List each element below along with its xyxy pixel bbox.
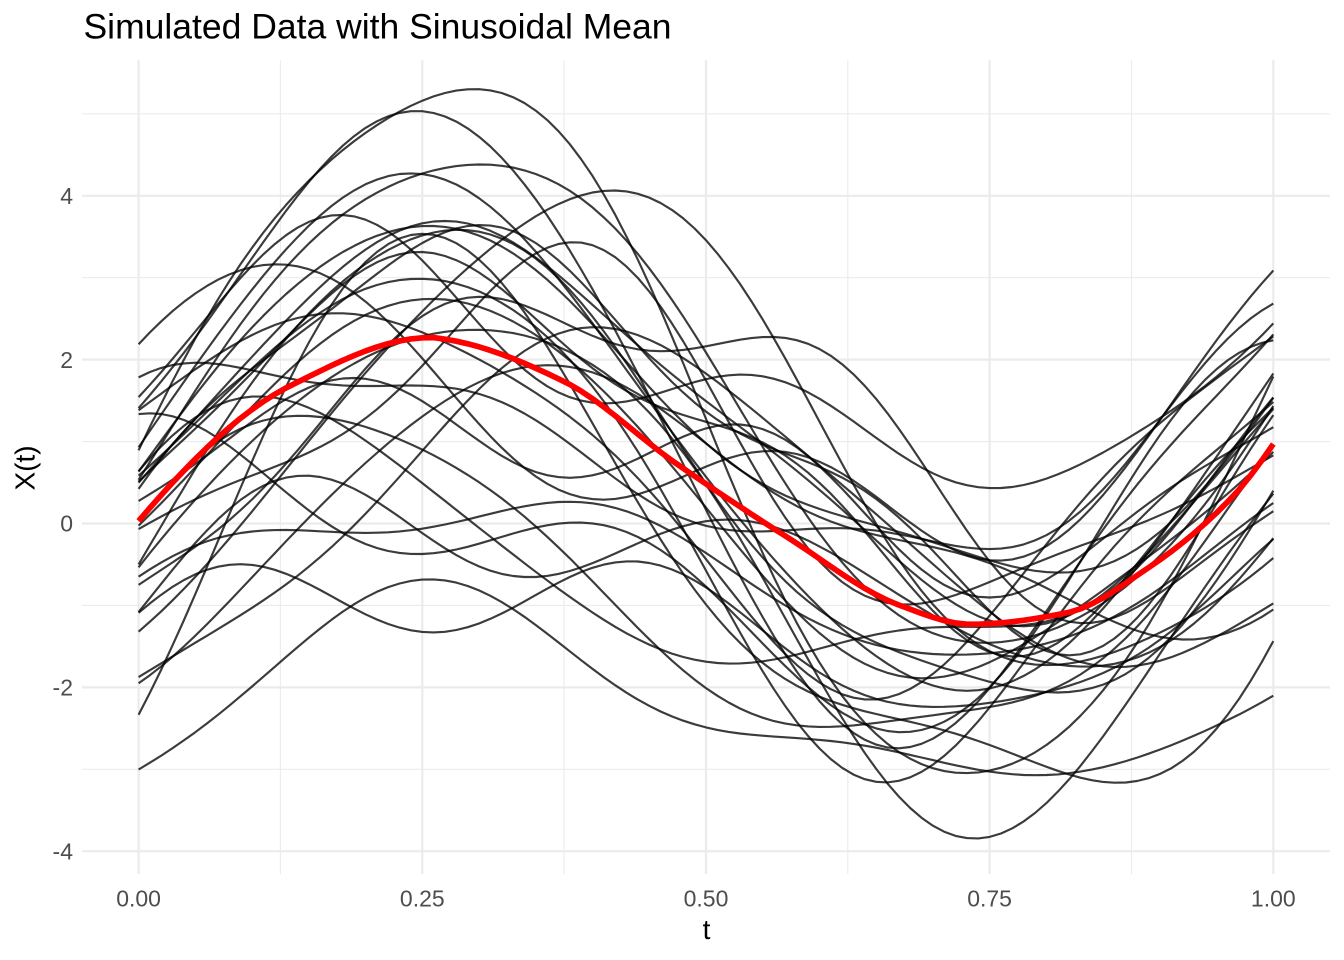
svg-text:0.00: 0.00 <box>116 886 161 912</box>
svg-text:2: 2 <box>60 347 73 373</box>
svg-text:-4: -4 <box>53 838 74 864</box>
svg-text:Simulated Data with Sinusoidal: Simulated Data with Sinusoidal Mean <box>84 7 672 47</box>
svg-text:0.50: 0.50 <box>684 886 729 912</box>
svg-text:4: 4 <box>60 183 73 209</box>
svg-text:t: t <box>703 914 711 945</box>
svg-text:0: 0 <box>60 511 73 537</box>
svg-text:X(t): X(t) <box>10 445 41 490</box>
svg-text:1.00: 1.00 <box>1251 886 1296 912</box>
svg-text:-2: -2 <box>53 675 73 701</box>
svg-text:0.75: 0.75 <box>967 886 1012 912</box>
svg-text:0.25: 0.25 <box>400 886 445 912</box>
